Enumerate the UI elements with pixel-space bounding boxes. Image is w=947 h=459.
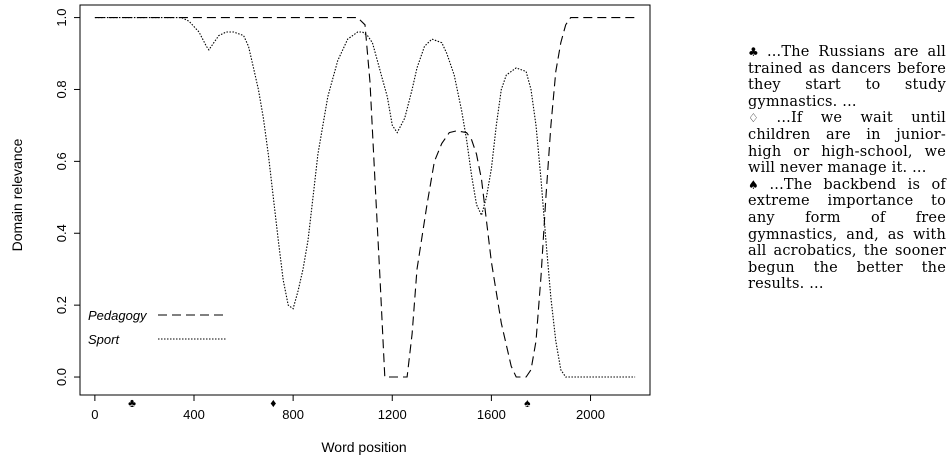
y-tick-label: 0.0 bbox=[54, 368, 69, 386]
y-axis-label: Domain relevance bbox=[9, 138, 25, 251]
annotation-layer: ♣ ♦ ♠ bbox=[128, 396, 531, 410]
y-tick-label: 0.4 bbox=[54, 224, 69, 242]
annotation-marker: ♣ bbox=[128, 396, 136, 410]
x-tick-label: 800 bbox=[282, 407, 304, 422]
y-tick-label: 0.2 bbox=[54, 296, 69, 314]
side-note-text-diamond: ...If we wait until children are in juni… bbox=[748, 110, 946, 177]
legend-label: Pedagogy bbox=[88, 308, 148, 323]
annotation-marker: ♠ bbox=[524, 396, 531, 410]
x-axis-label: Word position bbox=[321, 439, 406, 455]
side-note-entry-diamond: ♢ ...If we wait until children are in jun… bbox=[748, 110, 946, 176]
y-tick-label: 0.8 bbox=[54, 80, 69, 98]
x-tick-label: 2000 bbox=[576, 407, 605, 422]
legend-label: Sport bbox=[88, 332, 120, 347]
axis-layer: 0 400 800 1200 1600 2000 0.0 0.2 0.4 0.6 0.8 1.0 bbox=[54, 9, 605, 422]
series-line-sport bbox=[94, 17, 636, 378]
annotation-marker: ♦ bbox=[270, 396, 276, 410]
x-tick-label: 1600 bbox=[477, 407, 506, 422]
side-note: ♣ ...The Russians are all trained as danc… bbox=[748, 44, 946, 293]
side-note-text-spade: ...The backbend is of extreme importance… bbox=[748, 176, 946, 293]
x-tick-label: 0 bbox=[91, 407, 98, 422]
side-note-entry-spade: ♠ ...The backbend is of extreme importanc… bbox=[748, 177, 946, 293]
series-line-pedagogy bbox=[94, 17, 636, 378]
series-layer bbox=[94, 17, 636, 378]
x-tick-label: 400 bbox=[183, 407, 205, 422]
plot-frame bbox=[79, 4, 651, 396]
side-note-entry-club: ♣ ...The Russians are all trained as danc… bbox=[748, 44, 946, 110]
diamond-icon: ♢ bbox=[748, 111, 773, 126]
spade-icon: ♠ bbox=[748, 177, 766, 192]
domain-relevance-chart: 0 400 800 1200 1600 2000 0.0 0.2 0.4 0.6 0.8 1.0 ♣ ♦… bbox=[9, 4, 651, 455]
legend: Pedagogy Sport bbox=[88, 308, 226, 347]
x-tick-label: 1200 bbox=[378, 407, 407, 422]
y-tick-label: 0.6 bbox=[54, 152, 69, 170]
side-note-text-club: ...The Russians are all trained as dance… bbox=[748, 44, 946, 110]
y-tick-label: 1.0 bbox=[54, 9, 69, 27]
club-icon: ♣ bbox=[748, 45, 763, 59]
